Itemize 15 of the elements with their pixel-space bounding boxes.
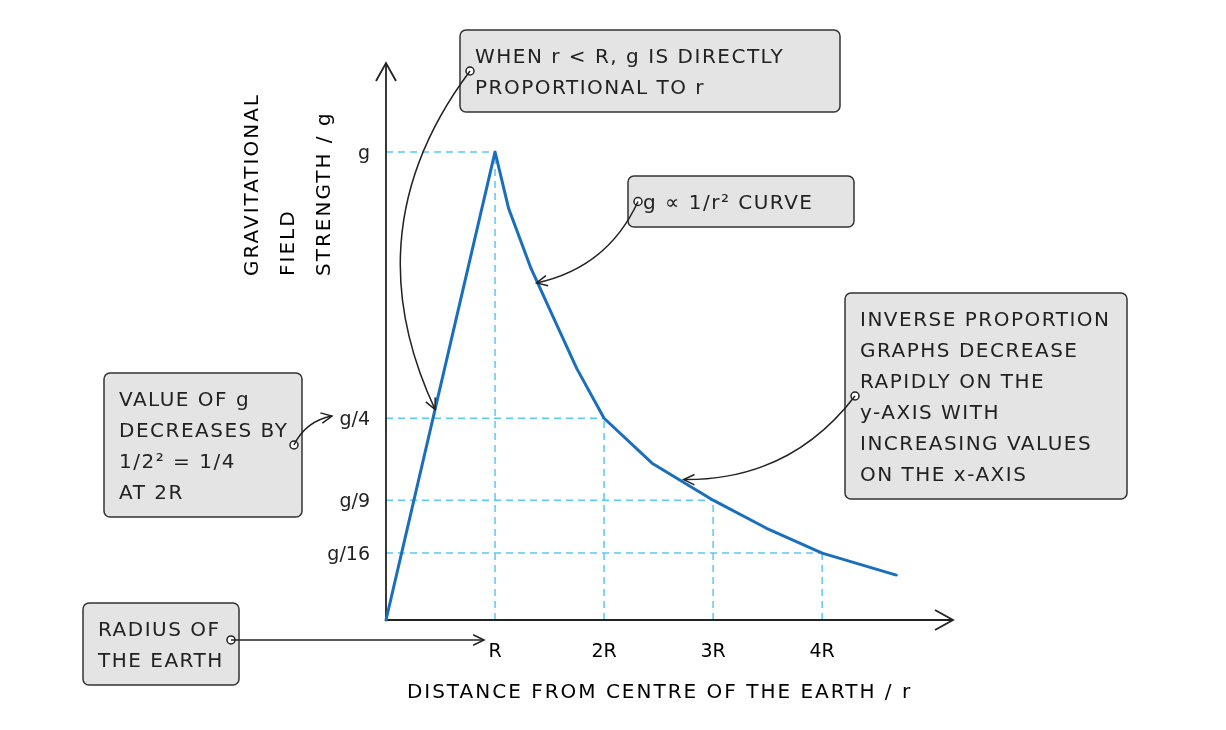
annotation: g/16 (327, 542, 370, 565)
y-axis-title: GRAVITATIONAL FIELD STRENGTH / g (239, 92, 335, 276)
text: VALUE OF g DECREASES BY 1/2² = 1/4 AT 2R (119, 387, 289, 504)
text: RADIUS OF THE EARTH (97, 617, 224, 672)
annotation: g (357, 140, 370, 163)
annotation: WHEN r < R, g IS DIRECTLY PROPORTIONAL TO r (475, 44, 785, 99)
annotation: g ∝ 1/r² CURVE (643, 190, 814, 214)
x-tick-label: 2R (591, 639, 617, 661)
annotation: g/4 (339, 407, 370, 430)
annotation: INVERSE PROPORTION GRAPHS DECREASE RAPIDLY ON THE y-AXIS WITH INCREASING VALUES ON THE x-AXIS (860, 307, 1111, 486)
x-tick-label: R (488, 639, 502, 661)
x-tick-label: 3R (700, 639, 726, 661)
x-tick-label: 4R (809, 639, 835, 661)
x-axis-title: DISTANCE FROM CENTRE OF THE EARTH / r (406, 679, 913, 703)
annotation: g/9 (339, 489, 370, 512)
